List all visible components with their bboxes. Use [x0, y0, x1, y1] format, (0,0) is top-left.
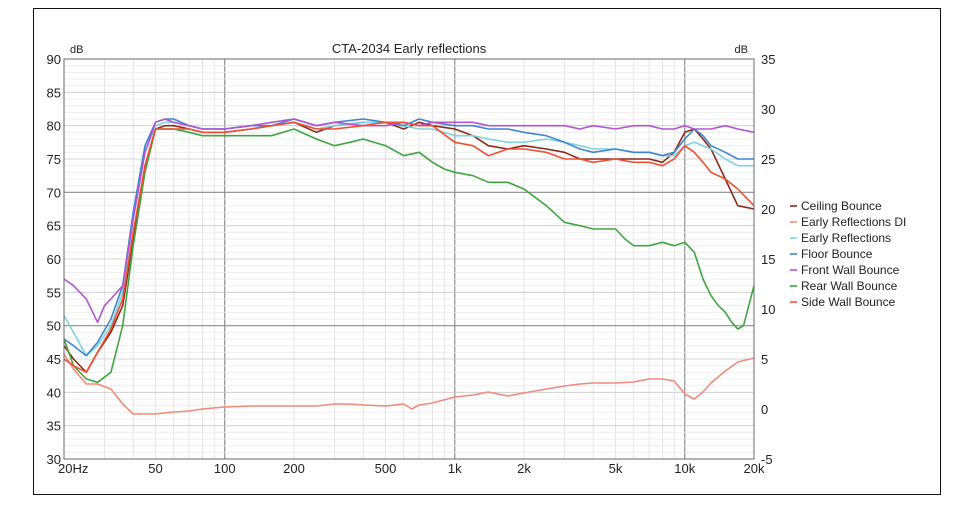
legend-label: Floor Bounce [801, 247, 873, 261]
y-right-tick-label: 15 [761, 252, 775, 267]
y-right-tick-label: 30 [761, 102, 775, 117]
left-unit-label: dB [70, 44, 83, 56]
x-tick-label: 10k [674, 461, 695, 476]
plot-border [63, 58, 755, 460]
legend: Ceiling Bounce Early Reflections DI Early … [790, 199, 906, 309]
series-line-early-reflections-di [63, 353, 755, 415]
y-left-tick-label: 40 [47, 385, 61, 400]
y-left-tick-label: 60 [47, 252, 61, 267]
y-right-tick-label: 0 [761, 402, 768, 417]
y-left-tick-label: 85 [47, 85, 61, 100]
y-right-tick-label: 10 [761, 302, 775, 317]
y-left-tick-label: 30 [47, 452, 61, 467]
y-right-tick-label: 35 [761, 52, 775, 67]
right-axis: -5 0 5 10 15 20 25 30 35 [761, 52, 775, 467]
y-right-tick-label: 25 [761, 152, 775, 167]
legend-label: Side Wall Bounce [801, 295, 896, 309]
x-tick-label: 2k [517, 461, 531, 476]
legend-label: Ceiling Bounce [801, 199, 882, 213]
legend-label: Rear Wall Bounce [801, 279, 898, 293]
chart-canvas: 30 35 40 45 50 55 60 65 70 75 80 85 90 -5 0 5 10 15 20 25 3… [47, 41, 907, 476]
y-left-tick-label: 70 [47, 185, 61, 200]
series-line-floor-bounce [63, 118, 754, 357]
left-axis: 30 35 40 45 50 55 60 65 70 75 80 85 90 [47, 52, 61, 467]
y-left-tick-label: 45 [47, 352, 61, 367]
series-line-side-wall-bounce [63, 121, 755, 374]
y-left-tick-label: 75 [47, 152, 61, 167]
x-tick-label: 200 [283, 461, 305, 476]
y-left-tick-label: 35 [47, 419, 61, 434]
series-layer [63, 118, 755, 415]
x-tick-label: 500 [375, 461, 397, 476]
x-axis: 20Hz 50 100 200 500 1k 2k 5k 10k 20k [58, 461, 765, 476]
x-tick-label: 50 [148, 461, 162, 476]
x-tick-label: 20Hz [58, 461, 88, 476]
y-left-tick-label: 90 [47, 52, 61, 67]
legend-label: Early Reflections DI [801, 215, 906, 229]
y-left-tick-label: 65 [47, 219, 61, 234]
legend-label: Front Wall Bounce [801, 263, 900, 277]
legend-label: Early Reflections [801, 231, 891, 245]
right-unit-label: dB [735, 44, 748, 56]
y-right-tick-label: -5 [761, 452, 773, 467]
y-right-tick-label: 20 [761, 202, 775, 217]
chart-frame: 30 35 40 45 50 55 60 65 70 75 80 85 90 -5 0 5 10 15 20 25 3… [33, 8, 941, 495]
x-tick-label: 1k [448, 461, 462, 476]
y-right-tick-label: 5 [761, 352, 768, 367]
x-tick-label: 20k [744, 461, 765, 476]
y-left-tick-label: 80 [47, 119, 61, 134]
x-tick-label: 100 [214, 461, 236, 476]
chart-title: CTA-2034 Early reflections [332, 41, 487, 56]
x-tick-label: 5k [609, 461, 623, 476]
y-left-tick-label: 50 [47, 319, 61, 334]
y-left-tick-label: 55 [47, 285, 61, 300]
